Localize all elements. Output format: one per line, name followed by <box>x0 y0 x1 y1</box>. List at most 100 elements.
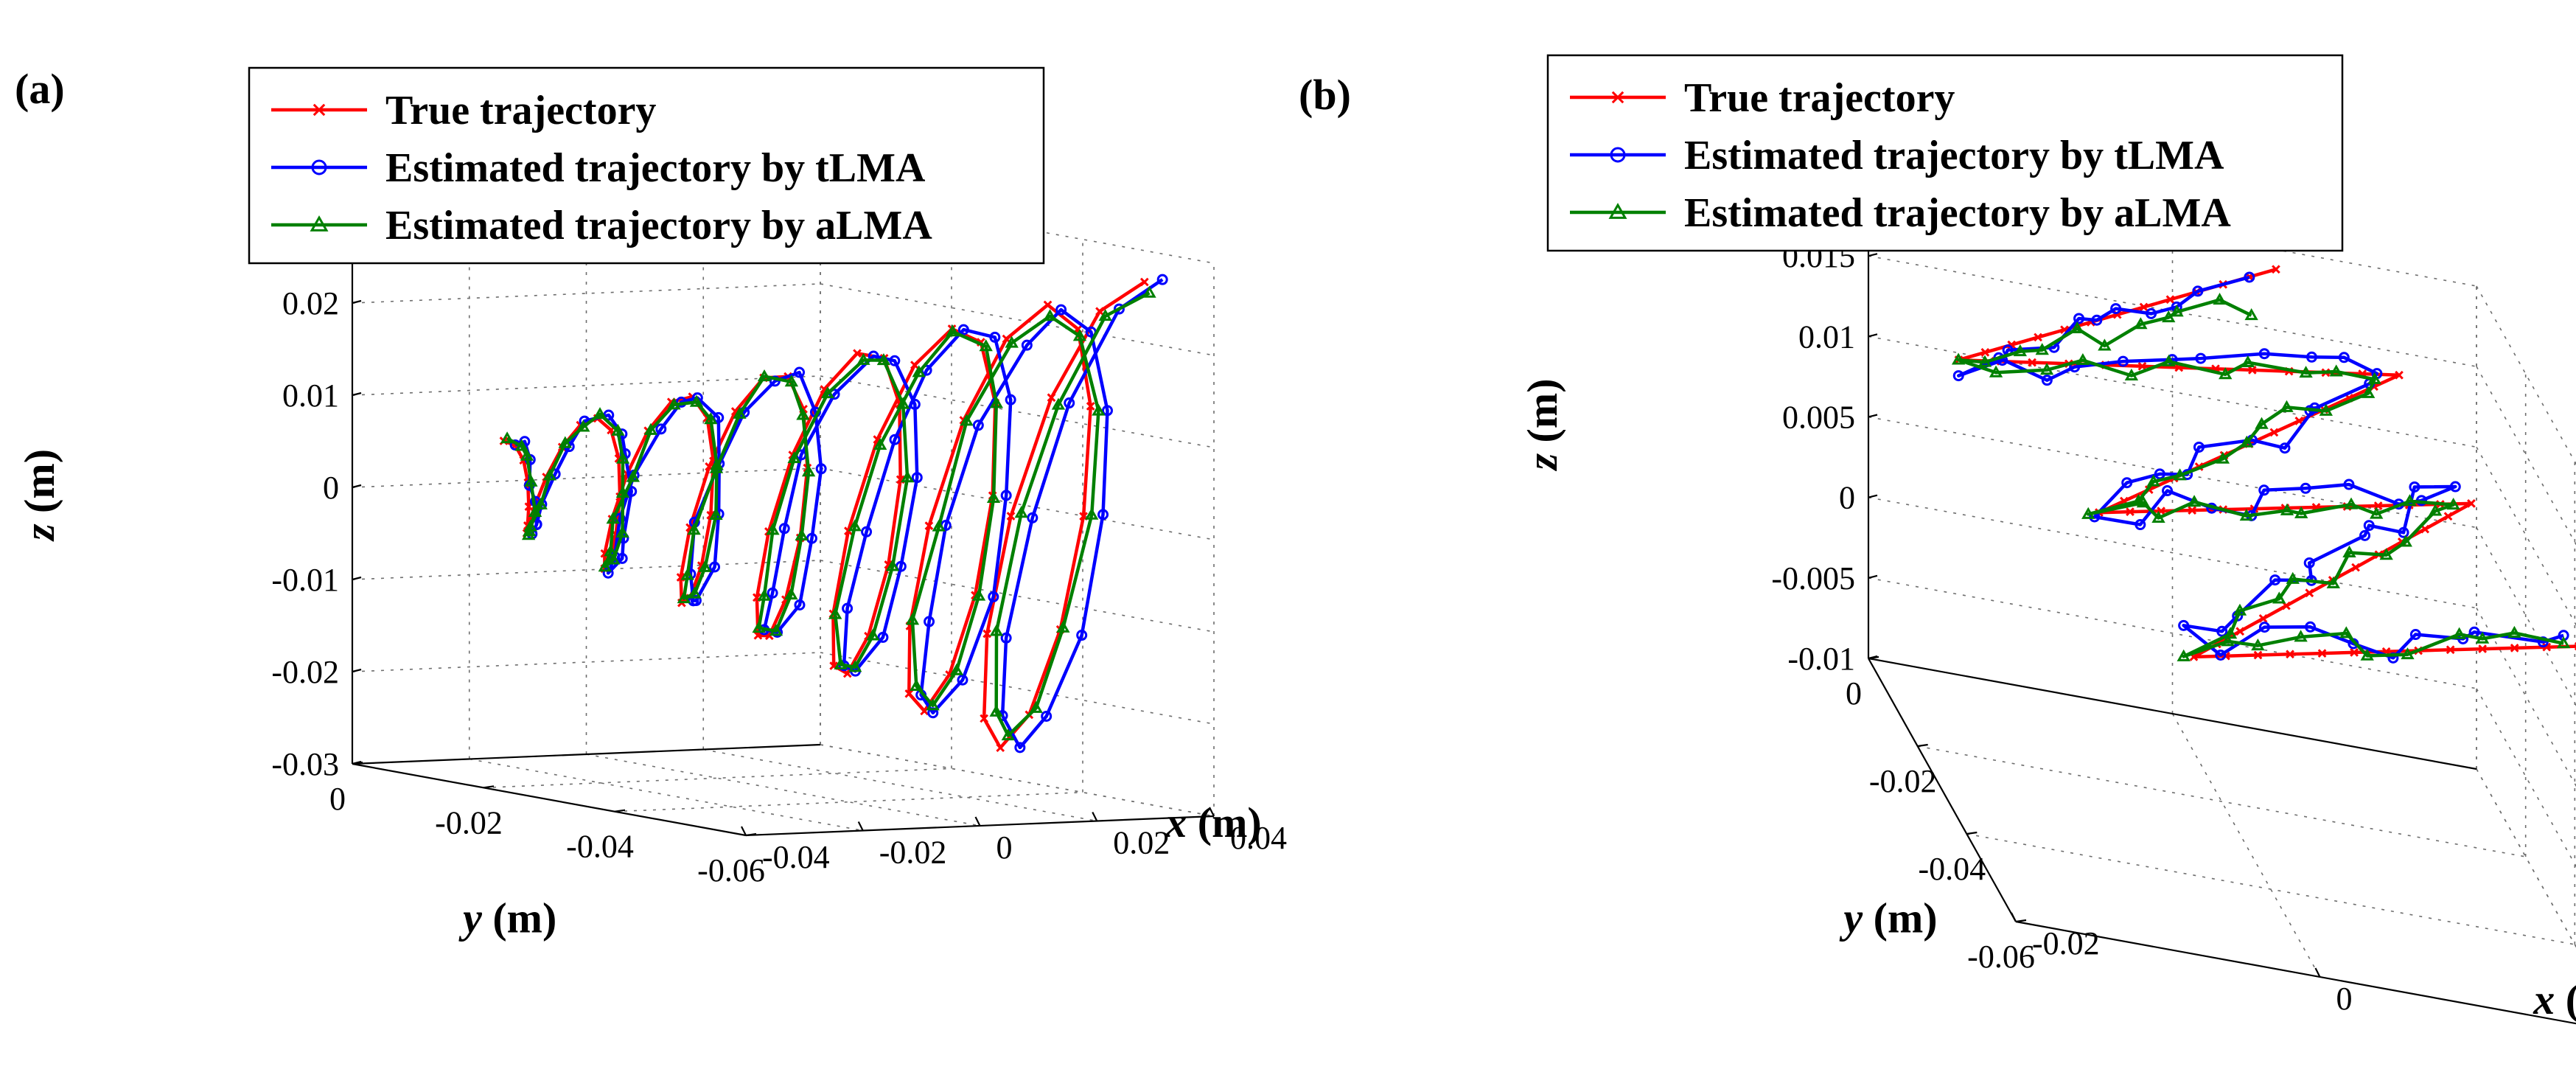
panel-b: 0.020.0150.010.0050-0.005-0.010-0.02-0.0… <box>1299 54 2576 1025</box>
data-point <box>655 423 667 435</box>
data-point <box>1139 277 1149 287</box>
data-point <box>2286 571 2300 584</box>
data-point <box>957 674 968 686</box>
data-point <box>2039 363 2054 375</box>
legend-entry: Estimated trajectory by tLMA <box>1570 133 2224 178</box>
data-point <box>626 470 640 482</box>
data-point <box>911 472 923 484</box>
data-point <box>2013 344 2028 357</box>
data-point <box>971 588 986 601</box>
data-point <box>2409 481 2420 493</box>
data-point <box>2556 636 2571 649</box>
grid-line <box>1868 255 2477 367</box>
data-point <box>528 504 542 517</box>
data-point <box>1055 304 1067 316</box>
grid-line <box>2476 688 2576 868</box>
data-point <box>842 602 854 614</box>
data-point <box>2258 614 2268 623</box>
series-line <box>1956 298 2564 658</box>
data-point <box>1000 490 1012 501</box>
data-point <box>2240 435 2254 448</box>
data-point <box>769 624 783 636</box>
data-point <box>1978 355 1992 367</box>
data-point <box>2146 474 2160 487</box>
data-point <box>912 365 926 378</box>
data-point <box>2280 400 2294 412</box>
data-point <box>313 103 326 116</box>
data-point <box>2475 631 2490 644</box>
data-point <box>766 523 780 535</box>
data-point <box>2449 481 2461 493</box>
data-point <box>2188 506 2197 515</box>
z-tick-label: -0.01 <box>271 562 339 598</box>
data-point <box>2306 351 2317 363</box>
data-point <box>2136 495 2151 508</box>
grid-line <box>352 467 821 488</box>
data-point <box>1005 335 1019 348</box>
data-point <box>1101 405 1113 417</box>
data-point <box>1952 370 1964 382</box>
z-tick-mark <box>352 392 362 397</box>
grid-line <box>1917 745 2526 857</box>
data-point <box>2134 317 2148 330</box>
z-tick-mark <box>1868 574 1878 579</box>
data-point <box>2073 313 2085 324</box>
data-point <box>1076 630 1088 641</box>
legend-label: True trajectory <box>1684 75 1955 121</box>
grid-line <box>469 758 863 832</box>
data-point <box>982 629 992 639</box>
data-point <box>2294 630 2308 642</box>
data-point <box>2195 352 2207 364</box>
data-point <box>924 521 934 530</box>
data-point <box>1041 710 1053 722</box>
grid-line <box>2476 768 2576 948</box>
data-point <box>2255 417 2269 429</box>
y-tick-mark <box>2015 919 2027 923</box>
data-point <box>2098 338 2112 351</box>
data-point <box>2338 352 2350 363</box>
z-axis-label: z (m) <box>15 449 63 542</box>
data-point <box>677 591 691 604</box>
data-point <box>2403 494 2417 507</box>
data-point <box>2343 479 2355 490</box>
data-point <box>521 528 536 540</box>
grid-line <box>1868 335 2477 448</box>
x-axis-label: x (m) <box>2533 975 2576 1023</box>
data-point <box>866 628 880 641</box>
data-point <box>986 490 1001 504</box>
x-tick-label: 0.04 <box>1230 820 1287 856</box>
data-point <box>2398 526 2409 538</box>
y-axis-label: y (m) <box>458 894 556 942</box>
data-point <box>2510 644 2519 653</box>
y-axis-line <box>352 762 747 837</box>
data-point <box>889 355 901 366</box>
data-point <box>2339 626 2353 639</box>
data-point <box>2118 355 2129 367</box>
x-tick-label: -0.04 <box>762 839 830 875</box>
data-point <box>848 660 862 672</box>
data-point <box>2173 468 2187 481</box>
z-tick-mark <box>352 484 362 489</box>
data-point <box>523 519 537 532</box>
data-point <box>2452 627 2466 639</box>
legend-entry: True trajectory <box>1570 75 1955 121</box>
data-point <box>794 599 806 610</box>
data-point <box>885 559 900 571</box>
data-point <box>1001 728 1016 741</box>
series-line <box>1957 268 2576 659</box>
data-point <box>2300 482 2311 494</box>
data-point <box>2443 512 2453 521</box>
data-point <box>2151 510 2165 523</box>
grid-line <box>2476 285 2576 465</box>
z-axis-label: z (m) <box>1518 378 1566 471</box>
legend-label: Estimated trajectory by tLMA <box>1684 133 2224 178</box>
data-point <box>757 369 772 382</box>
data-point <box>1043 300 1053 310</box>
data-point <box>801 465 816 477</box>
grid-line <box>2476 366 2576 546</box>
data-point <box>1047 393 1056 403</box>
data-point <box>615 526 629 538</box>
data-point <box>920 706 929 716</box>
z-tick-label: 0 <box>1839 480 1855 516</box>
data-point <box>1051 397 1066 410</box>
